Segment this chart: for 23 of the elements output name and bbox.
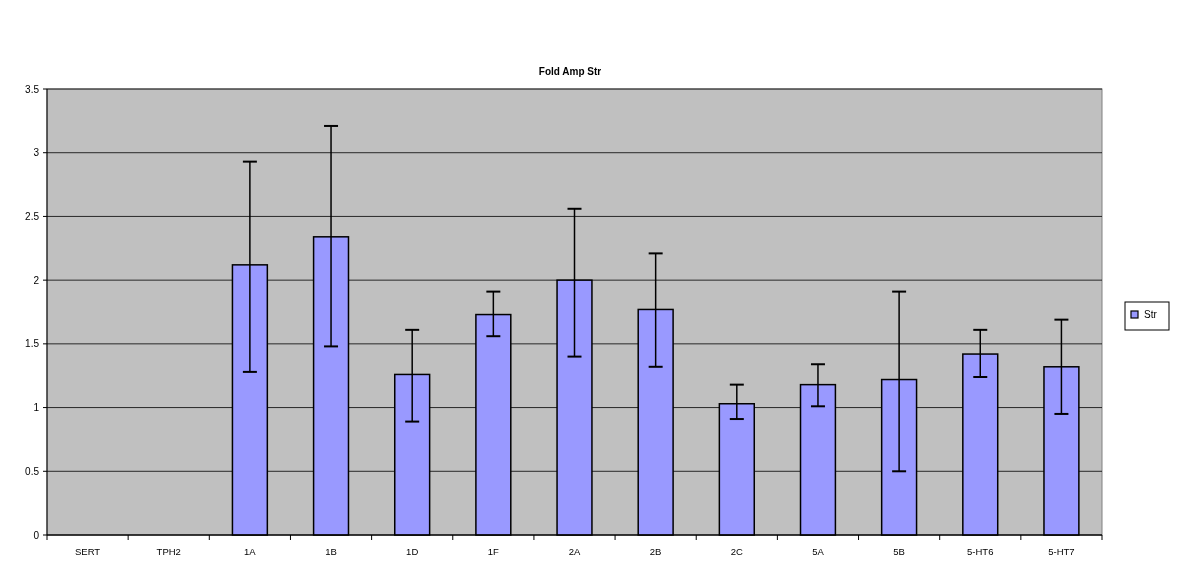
- x-tick-label: 5A: [812, 546, 825, 557]
- x-tick-label: 5-HT6: [967, 546, 994, 557]
- y-tick-label: 1: [33, 402, 40, 414]
- y-tick-label: 0: [33, 529, 40, 541]
- x-tick-label: TPH2: [156, 546, 181, 557]
- y-tick-label: 2: [33, 274, 40, 286]
- chart-title: Fold Amp Str: [538, 66, 602, 77]
- x-tick-label: SERT: [74, 546, 101, 557]
- x-tick-label: 5-HT7: [1048, 546, 1075, 557]
- x-tick-label: 1B: [325, 546, 337, 557]
- y-tick-label: 3.5: [25, 83, 40, 95]
- y-tick-label: 1.5: [25, 338, 40, 350]
- y-tick-label: 3: [33, 147, 40, 159]
- x-tick-label: 1F: [487, 546, 500, 557]
- y-tick-label: 0.5: [25, 465, 40, 477]
- legend-label: Str: [1144, 309, 1158, 320]
- x-tick-label: 2C: [730, 546, 744, 557]
- x-tick-label: 1A: [244, 546, 257, 557]
- y-tick-label: 2.5: [25, 210, 40, 222]
- x-tick-label: 1D: [406, 546, 419, 557]
- x-tick-label: 5B: [893, 546, 905, 557]
- x-tick-label: 2B: [649, 546, 662, 557]
- x-tick-label: 2A: [568, 546, 581, 557]
